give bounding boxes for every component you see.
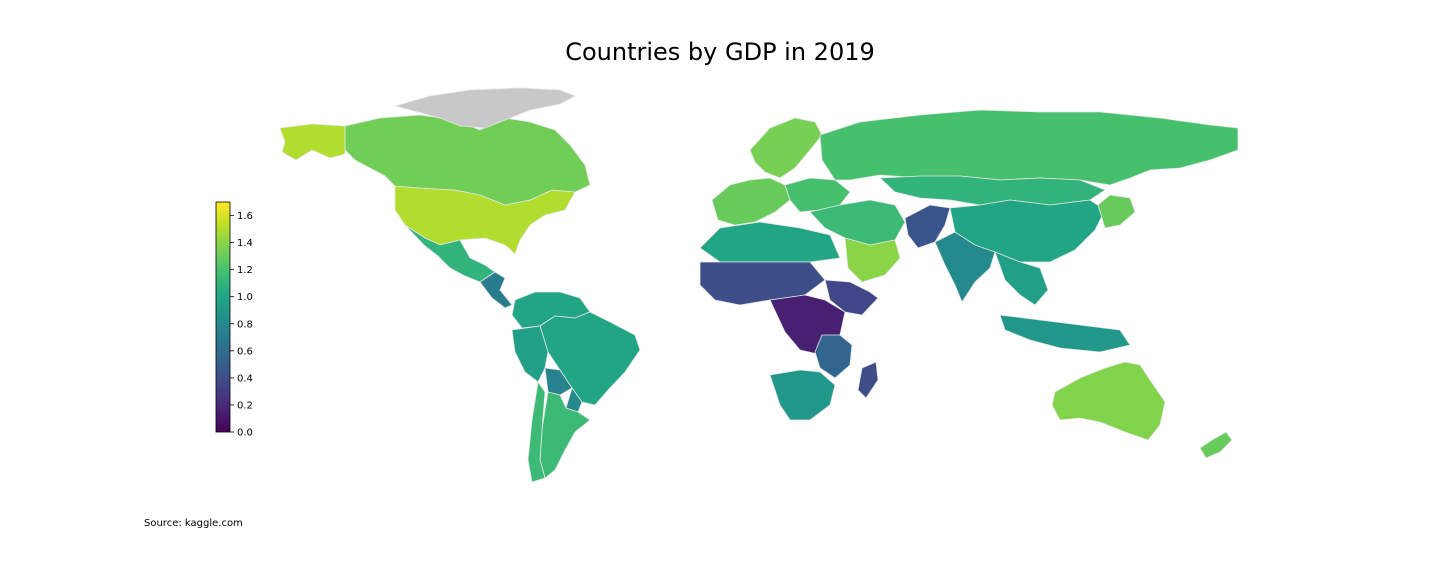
colorbar-tick-label: 1.4 [237, 238, 253, 249]
region-sahel [699, 261, 826, 306]
region-middle-east [809, 199, 906, 246]
region-horn-of-africa [824, 279, 879, 316]
region-argentina [539, 391, 591, 479]
region-east-africa [814, 334, 853, 379]
region-scandinavia [749, 117, 823, 179]
colorbar-gradient [215, 201, 231, 433]
colorbar-tick-label: 0.8 [237, 319, 253, 330]
region-central-america [479, 271, 513, 309]
colorbar-tick-label: 0.2 [237, 400, 253, 411]
region-india [934, 231, 996, 303]
region-australia [1051, 361, 1166, 441]
chart-title: Countries by GDP in 2019 [565, 38, 875, 66]
region-north-africa [699, 221, 841, 263]
region-kazakhstan-mongolia [879, 175, 1106, 206]
region-southern-africa [769, 369, 836, 421]
region-western-europe [711, 177, 791, 226]
region-indonesia [999, 314, 1131, 353]
region-new-zealand [1199, 431, 1233, 459]
colorbar-tick-label: 0.0 [237, 428, 253, 439]
colorbar-tick-label: 1.6 [237, 211, 253, 222]
region-chile [527, 380, 546, 483]
colorbar-tick-label: 0.6 [237, 346, 253, 357]
region-alaska [279, 123, 346, 161]
region-russia [819, 109, 1239, 186]
colorbar-tick-label: 0.4 [237, 373, 253, 384]
region-japan [1097, 194, 1136, 229]
colorbar-tick-label: 1.2 [237, 265, 253, 276]
region-afghanistan-pakistan [904, 204, 951, 249]
source-note: Source: kaggle.com [144, 518, 243, 529]
colorbar: 0.0 0.2 0.4 0.6 0.8 1.0 1.2 1.4 1.6 [215, 201, 253, 439]
region-peru [511, 325, 549, 383]
colorbar-tick-label: 1.0 [237, 292, 253, 303]
region-saudi-arabia [844, 237, 901, 283]
region-madagascar [857, 361, 879, 399]
region-bolivia [544, 367, 573, 396]
region-southeast-asia [994, 251, 1049, 306]
region-greenland [393, 87, 576, 129]
